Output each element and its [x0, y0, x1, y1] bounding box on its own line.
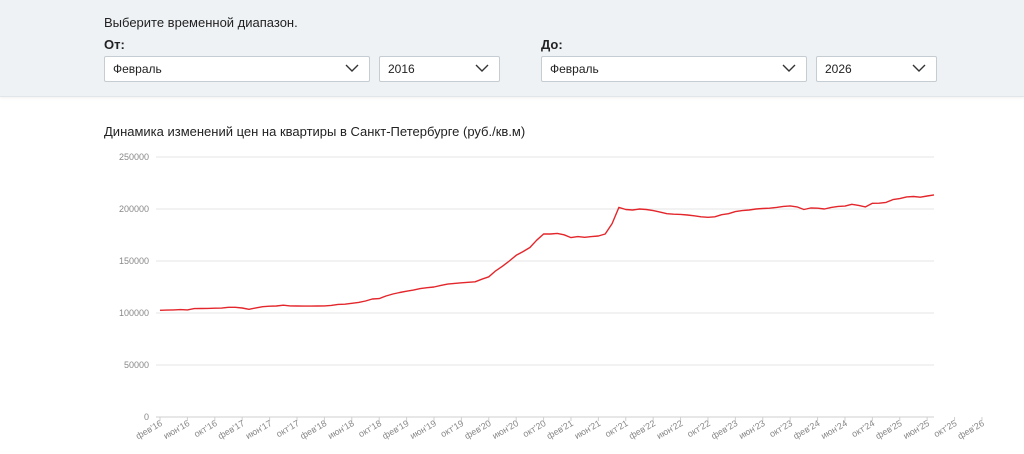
y-tick-label: 250000 [119, 152, 149, 162]
x-tick-label: фев'23 [709, 418, 739, 441]
x-tick-label: окт'24 [850, 418, 877, 439]
x-tick-label: июн'20 [491, 418, 521, 441]
x-tick-label: окт'18 [357, 418, 384, 439]
to-month-select[interactable]: Февраль [541, 56, 807, 82]
x-tick-label: фев'21 [545, 418, 575, 441]
x-tick-label: июн'24 [819, 418, 849, 441]
x-tick-label: окт'17 [274, 418, 301, 439]
from-year-value: 2016 [388, 62, 415, 76]
x-tick-label: окт'19 [439, 418, 466, 439]
x-tick-label: фев'22 [627, 418, 657, 441]
x-tick-label: окт'23 [768, 418, 795, 439]
x-tick-label: фев'25 [874, 418, 904, 441]
x-tick-label: фев'19 [381, 418, 411, 441]
y-tick-label: 50000 [124, 360, 149, 370]
chevron-down-icon [475, 64, 489, 72]
to-label: До: [541, 37, 563, 52]
x-tick-label: фев'26 [956, 418, 986, 441]
to-year-value: 2026 [825, 62, 852, 76]
series-layer [159, 194, 935, 311]
x-tick-label: июн'25 [901, 418, 931, 441]
range-prompt: Выберите временной диапазон. [104, 15, 298, 30]
x-tick-label: окт'16 [192, 418, 219, 439]
to-month-value: Февраль [550, 62, 599, 76]
x-tick-label: окт'21 [603, 418, 630, 439]
y-axis-ticks: 0 50000 100000 150000 200000 250000 [119, 152, 149, 422]
x-tick-label: июн'22 [655, 418, 685, 441]
x-tick-label: июн'17 [244, 418, 274, 441]
x-tick-label: июн'16 [162, 418, 192, 441]
chevron-down-icon [912, 64, 926, 72]
grid-lines [156, 156, 934, 418]
y-tick-label: 100000 [119, 308, 149, 318]
x-tick-label: окт'22 [685, 418, 712, 439]
from-month-value: Февраль [113, 62, 162, 76]
x-tick-label: окт'20 [521, 418, 548, 439]
y-tick-label: 0 [144, 412, 149, 422]
x-tick-label: фев'24 [792, 418, 822, 441]
chart-title: Динамика изменений цен на квартиры в Сан… [104, 124, 526, 139]
to-year-select[interactable]: 2026 [816, 56, 937, 82]
y-tick-label: 150000 [119, 256, 149, 266]
x-tick-label: фев'17 [216, 418, 246, 441]
x-tick-label: окт'25 [932, 418, 959, 439]
from-year-select[interactable]: 2016 [379, 56, 500, 82]
series-line [159, 194, 935, 311]
date-range-filter-panel: Выберите временной диапазон. От: Февраль… [0, 0, 1024, 97]
y-tick-label: 200000 [119, 204, 149, 214]
chevron-down-icon [345, 64, 359, 72]
x-tick-label: июн'19 [408, 418, 438, 441]
x-tick-label: июн'23 [737, 418, 767, 441]
x-tick-label: фев'20 [463, 418, 493, 441]
chevron-down-icon [782, 64, 796, 72]
from-month-select[interactable]: Февраль [104, 56, 370, 82]
x-tick-label: июн'21 [573, 418, 603, 441]
x-tick-label: фев'18 [298, 418, 328, 441]
from-label: От: [104, 37, 125, 52]
x-tick-label: июн'18 [326, 418, 356, 441]
